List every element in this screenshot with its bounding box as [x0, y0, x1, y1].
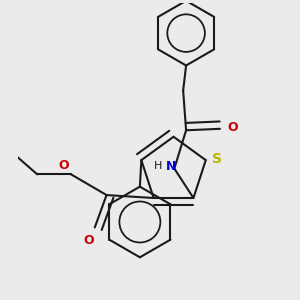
Text: O: O: [84, 234, 94, 247]
Text: O: O: [227, 121, 238, 134]
Text: N: N: [166, 160, 176, 173]
Text: S: S: [212, 152, 222, 166]
Text: O: O: [58, 159, 69, 172]
Text: H: H: [154, 161, 162, 171]
